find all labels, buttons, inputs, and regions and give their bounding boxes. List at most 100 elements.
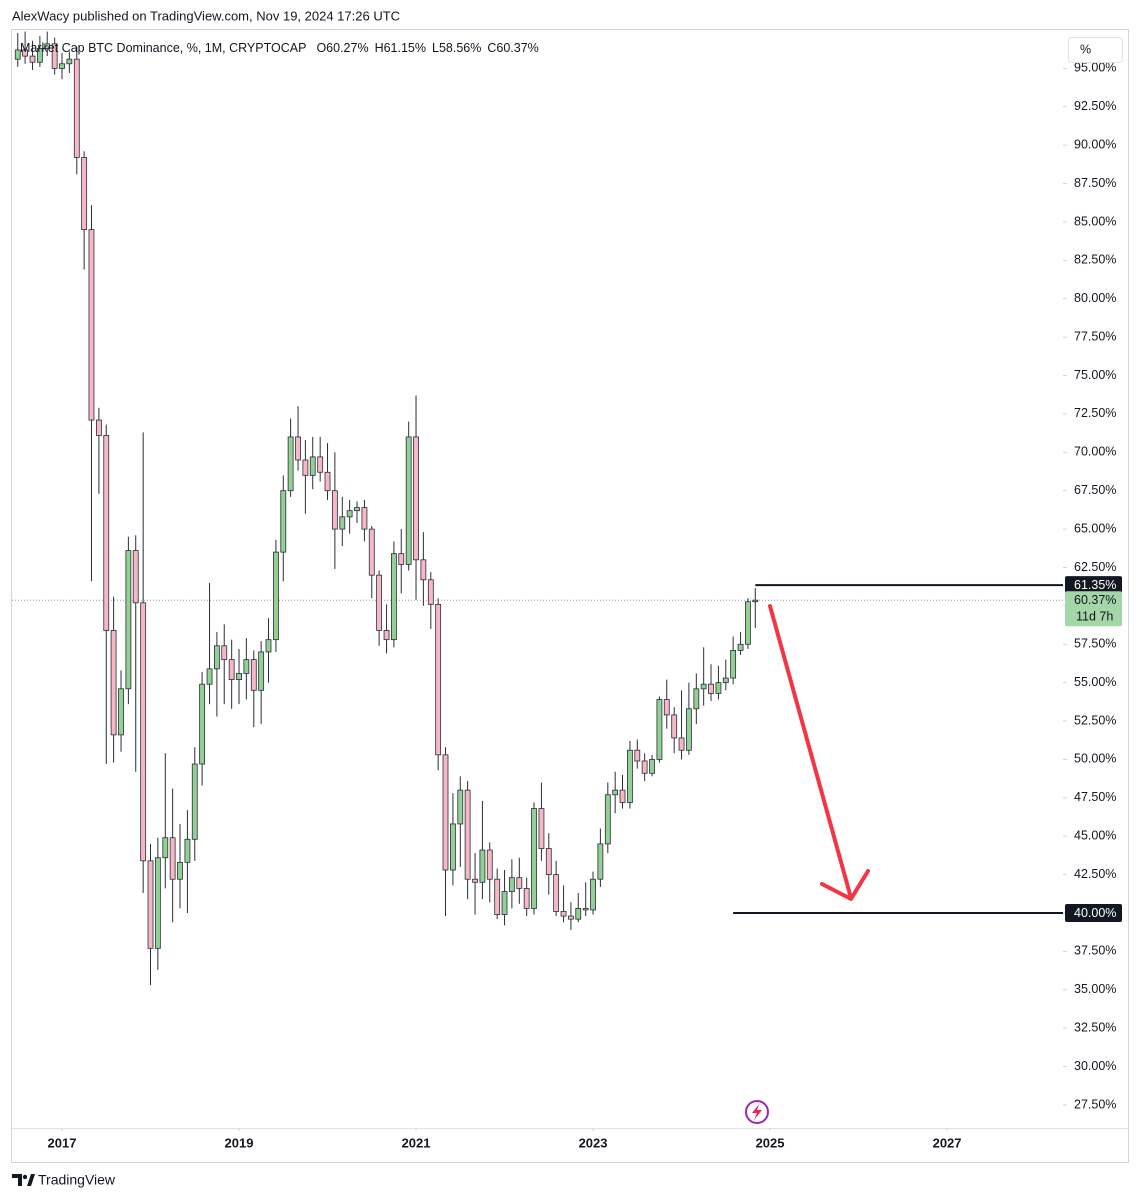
candle-body <box>206 668 213 685</box>
candle-body <box>715 682 722 694</box>
candle-body <box>590 878 596 911</box>
scale-button[interactable]: % <box>1068 37 1123 63</box>
chart-frame <box>11 29 1129 1163</box>
y-tick-label: 85.00% <box>1074 214 1116 228</box>
candle-body <box>508 877 515 892</box>
x-tick-label: 2023 <box>579 1135 608 1150</box>
candle-body <box>302 459 309 476</box>
candle-body <box>472 878 478 883</box>
candle-body <box>280 490 287 553</box>
candle-body <box>88 229 95 421</box>
candle-body <box>376 574 383 631</box>
plot-area <box>12 31 1063 986</box>
y-tick-label: 62.50% <box>1074 560 1116 574</box>
candle-body <box>22 49 28 57</box>
candle-body <box>708 683 714 694</box>
candle-body <box>560 911 567 917</box>
candle-body <box>538 808 545 849</box>
candle-body <box>287 436 294 492</box>
y-tick-label: 57.50% <box>1074 637 1116 651</box>
candle-body <box>339 516 346 530</box>
countdown-label: 11d 7h <box>1076 609 1113 623</box>
y-tick-label: 95.00% <box>1074 61 1116 75</box>
y-tick-label: 42.50% <box>1074 867 1116 881</box>
publisher-line: AlexWacy published on TradingView.com, N… <box>12 8 400 23</box>
candle-body <box>435 603 442 756</box>
candle-body <box>627 749 633 803</box>
candle-body <box>44 43 51 49</box>
candle-body <box>125 550 132 690</box>
y-tick-label: 47.50% <box>1074 790 1116 804</box>
candle-body <box>213 645 220 670</box>
chart-legend: Market Cap BTC Dominance, %, 1M, CRYPTOC… <box>20 41 539 55</box>
candle-body <box>354 507 360 512</box>
y-tick-label: 87.50% <box>1074 176 1116 190</box>
legend-low: L58.56% <box>432 41 481 55</box>
x-tick-label: 2027 <box>933 1135 962 1150</box>
y-tick-label: 65.00% <box>1074 521 1116 535</box>
x-tick-label: 2021 <box>402 1135 431 1150</box>
candle-body <box>140 602 147 862</box>
candle-body <box>479 849 486 883</box>
candle-body <box>693 688 700 710</box>
y-tick-label: 50.00% <box>1074 752 1116 766</box>
candle-body <box>523 888 530 909</box>
last-price-bg <box>1065 591 1122 627</box>
candle-body <box>309 456 316 476</box>
candle-body <box>420 559 427 581</box>
candle-body <box>132 550 139 604</box>
candle-body <box>405 436 412 565</box>
candle-body <box>317 456 324 473</box>
y-tick-label: 80.00% <box>1074 291 1116 305</box>
overlay <box>745 604 870 1124</box>
y-tick-label: 32.50% <box>1074 1020 1116 1034</box>
time-axis: 2017 2019 2021 2023 2025 2027 <box>48 1128 962 1150</box>
candle-body <box>685 708 692 751</box>
candle-body <box>678 737 685 751</box>
candle-body <box>531 808 537 909</box>
candle-body <box>575 908 582 920</box>
drawn-arrow <box>768 604 853 900</box>
candle-body <box>73 58 80 158</box>
x-tick-label: 2017 <box>48 1135 77 1150</box>
candle-body <box>700 683 707 690</box>
candle-body <box>582 908 589 911</box>
y-tick-label: 27.50% <box>1074 1097 1116 1111</box>
y-tick-label: 35.00% <box>1074 982 1116 996</box>
candle-body <box>391 553 397 641</box>
candle-body <box>634 749 641 762</box>
candle-body <box>177 861 183 880</box>
level-label-bg <box>1065 904 1122 923</box>
y-tick-label: 92.50% <box>1074 99 1116 113</box>
candle-body <box>162 837 169 859</box>
candle-body <box>604 794 611 845</box>
candle-body <box>184 838 191 863</box>
candle-body <box>258 651 265 691</box>
candle-body <box>486 849 493 880</box>
lightning-icon <box>745 1100 769 1124</box>
candle-body <box>154 857 161 949</box>
candle-body <box>464 789 471 880</box>
y-tick-label: 90.00% <box>1074 137 1116 151</box>
candle-body <box>427 579 434 605</box>
candle-body <box>516 877 523 889</box>
candle-body <box>331 490 338 530</box>
candle-body <box>265 639 272 653</box>
scale-button-label[interactable]: % <box>1080 42 1091 56</box>
candle-body <box>671 714 678 739</box>
candle-body <box>663 699 670 716</box>
candle-body <box>597 843 604 880</box>
y-tick-label: 37.50% <box>1074 944 1116 958</box>
candle-body <box>501 891 508 915</box>
brand-logo <box>12 1174 35 1186</box>
candle-body <box>649 759 655 774</box>
y-tick-label: 77.50% <box>1074 329 1116 343</box>
candle-body <box>243 659 250 674</box>
candle-body <box>346 510 353 518</box>
y-tick-label: 30.00% <box>1074 1059 1116 1073</box>
candle-body <box>118 688 124 736</box>
y-tick-label: 72.50% <box>1074 406 1116 420</box>
x-tick-label: 2025 <box>756 1135 785 1150</box>
candle-body <box>413 436 419 561</box>
